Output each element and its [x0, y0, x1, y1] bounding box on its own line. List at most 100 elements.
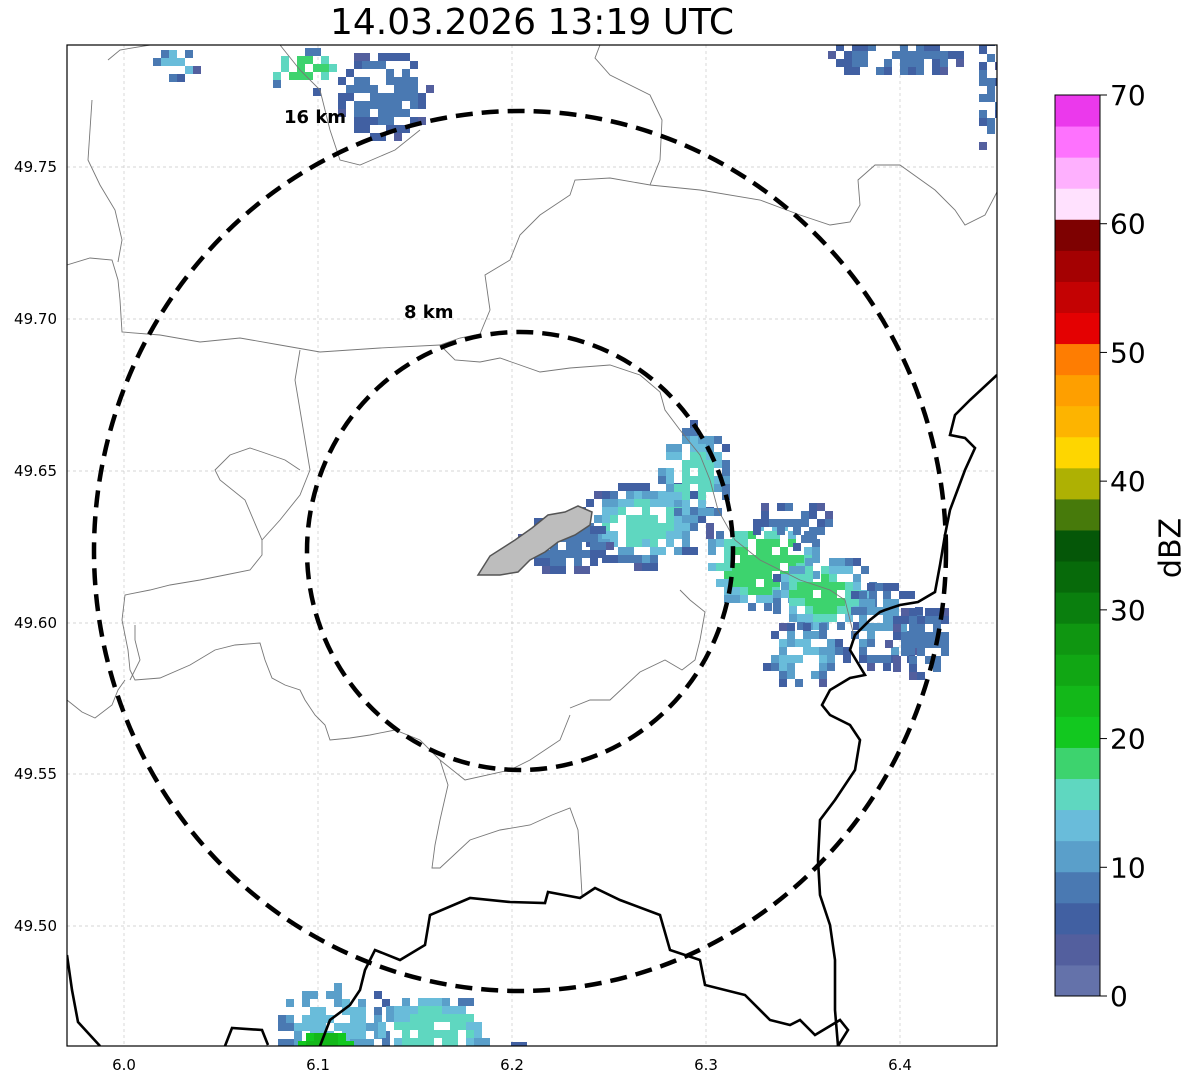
echo-pixel	[901, 608, 909, 616]
echo-pixel	[626, 547, 634, 555]
echo-pixel	[434, 1006, 442, 1014]
echo-pixel	[450, 1054, 458, 1062]
echo-pixel	[853, 574, 861, 582]
echo-pixel	[410, 1006, 418, 1014]
echo-pixel	[714, 508, 722, 516]
echo-pixel	[574, 558, 582, 566]
echo-pixel	[925, 632, 933, 640]
echo-pixel	[773, 606, 781, 614]
echo-pixel	[845, 614, 853, 622]
echo-pixel	[933, 616, 941, 624]
echo-pixel	[843, 655, 851, 663]
echo-pixel	[602, 499, 610, 507]
echo-pixel	[925, 608, 933, 616]
echo-pixel	[748, 563, 756, 571]
echo-pixel	[924, 45, 932, 51]
echo-pixel	[917, 616, 925, 624]
echo-pixel	[714, 476, 722, 484]
echo-pixel	[819, 631, 827, 639]
echo-pixel	[610, 555, 618, 563]
echo-pixel	[674, 523, 682, 531]
echo-pixel	[875, 583, 883, 591]
echo-pixel	[542, 566, 550, 574]
echo-pixel	[674, 452, 682, 460]
echo-pixel	[761, 519, 769, 527]
echo-pixel	[286, 1015, 294, 1023]
echo-pixel	[851, 607, 859, 615]
lon-tick-label: 6.3	[694, 1056, 718, 1074]
echo-pixel	[458, 998, 466, 1006]
echo-pixel	[626, 491, 634, 499]
echo-pixel	[764, 603, 772, 611]
echo-pixel	[811, 631, 819, 639]
echo-pixel	[634, 515, 642, 523]
echo-pixel	[859, 615, 867, 623]
echo-pixel	[426, 1022, 434, 1030]
radar-echoes	[153, 45, 997, 1062]
echo-pixel	[845, 566, 853, 574]
echo-pixel	[901, 632, 909, 640]
echo-pixel	[698, 476, 706, 484]
echo-pixel	[788, 531, 796, 539]
echo-pixel	[626, 499, 634, 507]
echo-pixel	[819, 655, 827, 663]
echo-pixel	[829, 590, 837, 598]
echo-pixel	[714, 484, 722, 492]
echo-pixel	[193, 66, 201, 74]
echo-pixel	[748, 571, 756, 579]
echo-pixel	[941, 632, 949, 640]
echo-pixel	[901, 616, 909, 624]
echo-pixel	[153, 58, 161, 66]
echo-pixel	[321, 72, 329, 80]
echo-pixel	[779, 671, 787, 679]
echo-pixel	[805, 598, 813, 606]
echo-pixel	[297, 72, 305, 80]
echo-pixel	[893, 632, 901, 640]
echo-pixel	[756, 571, 764, 579]
echo-pixel	[940, 67, 948, 75]
echo-pixel	[602, 531, 610, 539]
echo-pixel	[329, 64, 337, 72]
echo-pixel	[582, 526, 590, 534]
echo-pixel	[386, 1046, 394, 1054]
echo-pixel	[813, 622, 821, 630]
map-plot-area[interactable]: 8 km 16 km	[66, 38, 1003, 1071]
echo-pixel	[310, 991, 318, 999]
echo-pixel	[378, 1022, 386, 1030]
echo-pixel	[780, 555, 788, 563]
echo-pixel	[426, 85, 434, 93]
echo-pixel	[450, 1038, 458, 1046]
echo-pixel	[716, 531, 724, 539]
echo-pixel	[753, 519, 761, 527]
echo-pixel	[956, 59, 964, 67]
echo-pixel	[867, 607, 875, 615]
echo-pixel	[803, 639, 811, 647]
echo-pixel	[386, 69, 394, 77]
echo-pixel	[785, 519, 793, 527]
echo-pixel	[314, 1041, 322, 1046]
echo-pixel	[338, 101, 346, 109]
echo-pixel	[330, 1041, 338, 1046]
echo-pixel	[708, 539, 716, 547]
echo-pixel	[674, 508, 682, 516]
echo-pixel	[907, 591, 915, 599]
echo-pixel	[362, 61, 370, 69]
echo-pixel	[482, 1038, 490, 1046]
echo-pixel	[382, 999, 390, 1007]
lat-tick-label: 49.60	[14, 614, 57, 632]
echo-pixel	[458, 1014, 466, 1022]
echo-pixel	[837, 606, 845, 614]
echo-pixel	[386, 101, 394, 109]
echo-pixel	[861, 566, 869, 574]
echo-pixel	[740, 547, 748, 555]
colorbar-swatch	[1055, 498, 1100, 531]
colorbar-swatch	[1055, 933, 1100, 966]
echo-pixel	[891, 599, 899, 607]
colorbar-tick-label: 60	[1110, 208, 1146, 241]
echo-pixel	[418, 1038, 426, 1046]
echo-pixel	[338, 109, 346, 117]
echo-pixel	[941, 616, 949, 624]
echo-pixel	[772, 579, 780, 587]
echo-pixel	[773, 590, 781, 598]
echo-pixel	[884, 59, 892, 67]
